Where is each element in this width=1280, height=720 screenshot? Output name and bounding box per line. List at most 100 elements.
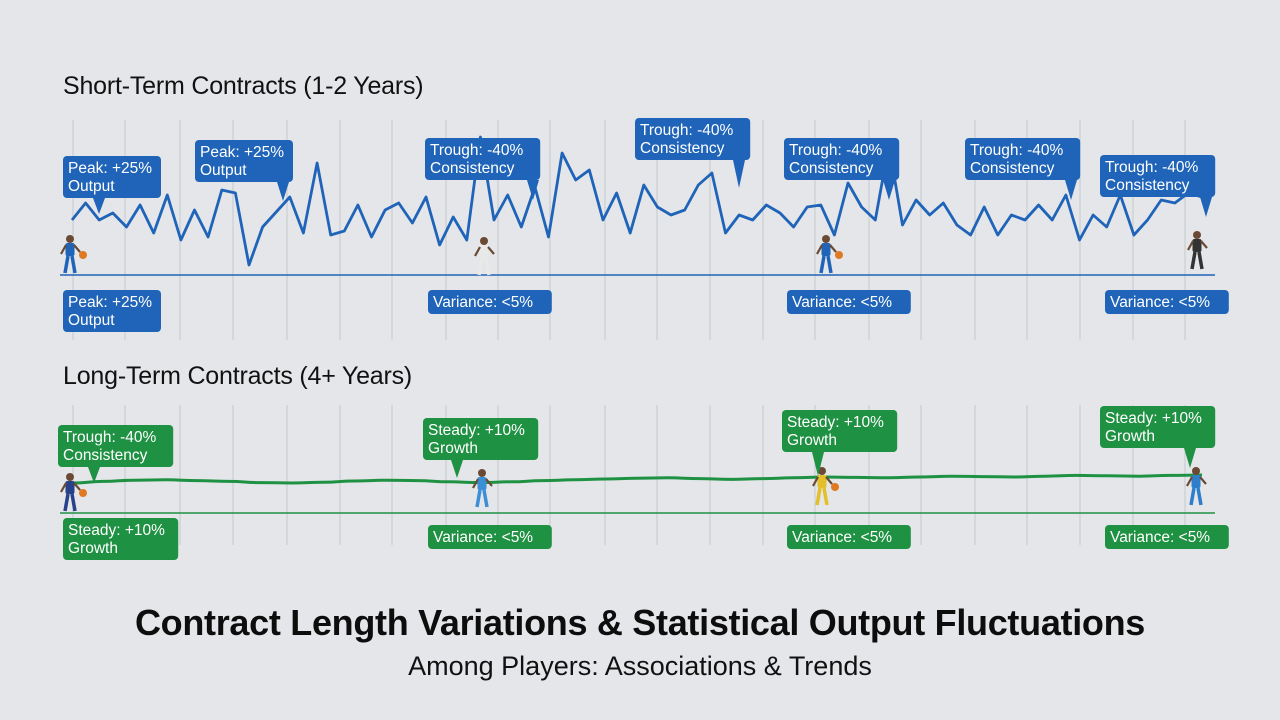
player-jersey xyxy=(1191,475,1201,488)
player-arm xyxy=(829,244,837,253)
player-jersey xyxy=(477,477,487,490)
player-arm xyxy=(487,246,495,255)
player-figure xyxy=(1186,467,1207,506)
player-leg xyxy=(1196,487,1203,506)
player-head xyxy=(822,235,830,243)
callout-text: Steady: +10% xyxy=(428,422,525,439)
callout-text: Variance: <5% xyxy=(433,294,533,311)
callout-background xyxy=(965,138,1081,180)
player-leg xyxy=(477,257,484,276)
player-head xyxy=(478,469,486,477)
callout-text: Peak: +25% xyxy=(200,144,284,161)
callout-background xyxy=(195,140,293,182)
callout-background xyxy=(782,410,898,452)
callout-box: Trough: -40%Consistency xyxy=(965,138,1081,200)
callout-background xyxy=(425,138,541,180)
callout-text: Variance: <5% xyxy=(1110,529,1210,546)
player-head xyxy=(66,473,74,481)
callout-box: Variance: <5% xyxy=(428,290,552,314)
callout-box: Peak: +25%Output xyxy=(195,140,293,201)
callout-pointer xyxy=(93,198,105,214)
player-arm xyxy=(73,482,81,491)
callout-text: Steady: +10% xyxy=(787,414,884,431)
ball-icon xyxy=(79,251,87,259)
callout-text: Growth xyxy=(787,432,837,449)
callout-pointer xyxy=(1200,197,1212,217)
callout-text: Variance: <5% xyxy=(433,529,533,546)
callout-background xyxy=(784,138,900,180)
callout-text: Consistency xyxy=(1105,177,1190,194)
callout-box: Peak: +25%Output xyxy=(63,290,161,332)
callout-background xyxy=(63,156,161,198)
player-leg xyxy=(1190,251,1197,270)
player-leg xyxy=(1197,251,1204,270)
player-head xyxy=(1192,467,1200,475)
callout-background xyxy=(1105,290,1229,314)
player-arm xyxy=(474,246,481,257)
callout-background xyxy=(1100,406,1216,448)
callout-background xyxy=(58,425,174,467)
player-arm xyxy=(812,476,819,487)
callout-background xyxy=(423,418,539,460)
player-figure xyxy=(1187,231,1208,270)
player-leg xyxy=(482,489,489,508)
callout-box: Variance: <5% xyxy=(1105,290,1229,314)
callout-pointer xyxy=(733,160,745,188)
subtitle: Among Players: Associations & Trends xyxy=(408,651,872,681)
player-leg xyxy=(63,255,70,274)
callout-text: Consistency xyxy=(640,140,725,157)
callout-box: Trough: -40%Consistency xyxy=(635,118,751,188)
player-leg xyxy=(70,493,77,512)
player-head xyxy=(1193,231,1201,239)
player-head xyxy=(480,237,488,245)
player-figure xyxy=(812,467,839,506)
player-head xyxy=(818,467,826,475)
callout-text: Trough: -40% xyxy=(63,429,157,446)
player-jersey xyxy=(479,245,489,258)
player-leg xyxy=(826,255,833,274)
callout-box: Steady: +10%Growth xyxy=(423,418,539,478)
ball-icon xyxy=(831,483,839,491)
callout-pointer xyxy=(1184,448,1196,468)
series-line xyxy=(71,473,1203,485)
player-leg xyxy=(63,493,70,512)
callout-text: Growth xyxy=(68,540,118,557)
callout-box: Peak: +25%Output xyxy=(63,156,161,214)
player-figure xyxy=(474,237,495,276)
player-leg xyxy=(819,255,826,274)
callout-background xyxy=(63,290,161,332)
callout-text: Trough: -40% xyxy=(640,122,734,139)
callout-text: Peak: +25% xyxy=(68,160,152,177)
callout-text: Variance: <5% xyxy=(1110,294,1210,311)
callout-box: Trough: -40%Consistency xyxy=(1100,155,1216,217)
player-leg xyxy=(484,257,491,276)
player-figure xyxy=(816,235,843,274)
callout-background xyxy=(63,518,179,560)
main-title: Contract Length Variations & Statistical… xyxy=(134,602,1146,643)
callout-box: Variance: <5% xyxy=(787,290,911,314)
callout-pointer xyxy=(88,467,100,483)
long-term-panel-title: Long-Term Contracts (4+ Years) xyxy=(63,362,413,390)
callout-text: Consistency xyxy=(63,447,148,464)
player-figure xyxy=(472,469,493,508)
player-leg xyxy=(475,489,482,508)
callout-background xyxy=(787,290,911,314)
callout-text: Output xyxy=(68,178,115,195)
callout-text: Consistency xyxy=(789,160,874,177)
player-jersey xyxy=(1192,239,1202,252)
callout-text: Steady: +10% xyxy=(68,522,165,539)
callout-background xyxy=(1105,525,1229,549)
callout-box: Trough: -40%Consistency xyxy=(784,138,900,200)
player-arm xyxy=(816,244,823,255)
callout-text: Growth xyxy=(1105,428,1155,445)
player-head xyxy=(66,235,74,243)
callout-text: Trough: -40% xyxy=(430,142,524,159)
callout-box: Variance: <5% xyxy=(428,525,552,549)
callout-text: Consistency xyxy=(430,160,515,177)
callout-text: Trough: -40% xyxy=(970,142,1064,159)
player-figure xyxy=(60,235,87,274)
callout-text: Variance: <5% xyxy=(792,294,892,311)
player-jersey xyxy=(65,243,75,256)
